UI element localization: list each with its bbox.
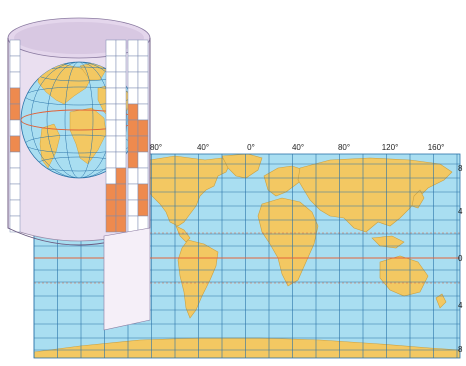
lon-label: 0° <box>247 143 255 152</box>
cylinder-strip-cell <box>127 167 139 185</box>
cylinder-strip-cell <box>137 87 149 105</box>
cylinder-strip-cell <box>115 151 127 169</box>
longitude-labels: 80° 40° 0° 40° 80° 120° 160° <box>150 143 444 152</box>
projection-cylinder <box>7 17 151 331</box>
cylinder-strip-cell <box>9 55 21 73</box>
cylinder-strip-cell <box>9 135 21 153</box>
cylinder-strip-cell <box>137 103 149 121</box>
cylinder-strip-cell <box>127 215 139 233</box>
cylinder-strip-cell <box>137 167 149 185</box>
cylinder-strip-cell <box>115 183 127 201</box>
cylinder-strip-cell <box>105 135 117 153</box>
lon-label: 120° <box>382 143 399 152</box>
cylinder-strip-cell <box>9 151 21 169</box>
cylinder-strip-cell <box>127 55 139 73</box>
cylinder-strip-cell <box>137 135 149 153</box>
cylinder-strip-cell <box>137 151 149 169</box>
lon-label: 40° <box>292 143 304 152</box>
cylinder-strip-cell <box>9 199 21 217</box>
cylinder-strip-cell <box>105 39 117 57</box>
cylinder-strip-cell <box>115 215 127 233</box>
cylinder-strip-cell <box>115 199 127 217</box>
cylinder-strip-cell <box>105 55 117 73</box>
cylinder-strip-cell <box>105 103 117 121</box>
map-land <box>34 154 460 358</box>
globe-equator <box>21 109 137 131</box>
lon-label: 40° <box>197 143 209 152</box>
europe <box>263 165 305 197</box>
latitude-labels: 8 4 0 4 8 <box>458 164 463 354</box>
cylinder-strip-cell <box>105 183 117 201</box>
cylinder-strip-cell <box>9 167 21 185</box>
cylinder-strip-cell <box>115 135 127 153</box>
globe-africa <box>69 107 107 165</box>
cylinder-strip-cell <box>137 39 149 57</box>
cylinder-strip-cell <box>9 71 21 89</box>
lat-label: 8 <box>458 345 463 354</box>
lon-label: 80° <box>150 143 162 152</box>
cylinder-strip-cell <box>105 151 117 169</box>
antarctica <box>34 337 460 358</box>
map-frame <box>33 153 461 359</box>
cylinder-strip-cell <box>9 39 21 57</box>
cylinder-strip-cell <box>115 39 127 57</box>
cylinder-strip-cell <box>105 215 117 233</box>
cylinder-strip-cell <box>127 87 139 105</box>
globe-south-america <box>39 123 61 169</box>
cylinder-strip-cell <box>127 199 139 217</box>
cylinder-strip-cell <box>115 55 127 73</box>
lon-label: 80° <box>338 143 350 152</box>
asia <box>297 157 453 233</box>
cylinder-strip-cell <box>115 87 127 105</box>
cylinder-strip-cell <box>127 151 139 169</box>
indonesia <box>371 235 405 249</box>
cylinder-strip-cell <box>137 55 149 73</box>
cylinder-strip-cell <box>115 119 127 137</box>
cylinder-strip-cell <box>9 103 21 121</box>
lon-label: 160° <box>428 143 445 152</box>
lat-label: 0 <box>458 254 463 263</box>
cylinder-strip-cell <box>9 87 21 105</box>
cylinder-strip-cell <box>9 183 21 201</box>
greenland <box>221 154 263 179</box>
japan <box>411 189 425 209</box>
cylinder-strip-cell <box>105 119 117 137</box>
cylinder-strip-cell <box>127 135 139 153</box>
cylinder-strip-cell <box>137 71 149 89</box>
south-america <box>177 239 219 319</box>
cylinder-strip-cell <box>127 119 139 137</box>
new-zealand <box>435 293 447 309</box>
cylinder-strip-cell <box>115 71 127 89</box>
cylinder-strip-cell <box>127 103 139 121</box>
cylinder-strip-cell <box>9 119 21 137</box>
cylinder-strip-cell <box>9 215 21 233</box>
cylinder-strip-cell <box>105 71 117 89</box>
lat-label: 4 <box>458 207 463 216</box>
cylinder-strip-cell <box>115 167 127 185</box>
cylinder-strip-cell <box>105 167 117 185</box>
lat-label: 4 <box>458 301 463 310</box>
cylinder-strip-cell <box>137 183 149 201</box>
cylinder-projection-strips <box>9 39 149 233</box>
cylinder-strip-cell <box>105 199 117 217</box>
lat-label: 8 <box>458 164 463 173</box>
cylinder-strip-cell <box>127 71 139 89</box>
globe-north-america <box>37 63 93 105</box>
cylinder-strip-cell <box>115 103 127 121</box>
cylinder-strip-cell <box>105 87 117 105</box>
cylinder-strip-cell <box>137 119 149 137</box>
cylinder-strip-cell <box>127 39 139 57</box>
unrolled-edge <box>103 227 151 331</box>
cylinder-strip-cell <box>137 199 149 217</box>
cylinder-strip-cell <box>127 183 139 201</box>
